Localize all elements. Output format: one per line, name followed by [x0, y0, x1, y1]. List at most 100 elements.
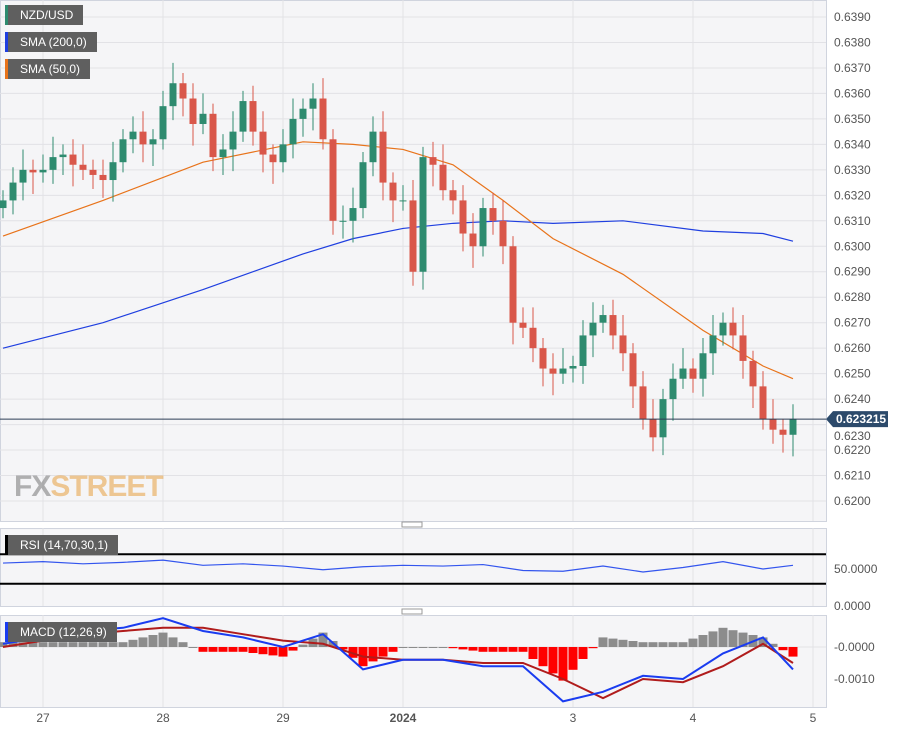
candle-body [579, 335, 587, 366]
x-tick-label: 28 [156, 711, 170, 725]
macd-histogram-bar [708, 631, 718, 647]
macd-histogram-bar [258, 647, 268, 655]
macd-histogram-bar [238, 647, 248, 652]
candle-body [719, 322, 727, 336]
y-tick-label: 0.6370 [834, 61, 871, 75]
candle-body [729, 322, 737, 336]
macd-histogram-bar [278, 647, 288, 657]
candle-body [609, 315, 617, 336]
macd-histogram-bar [128, 639, 138, 647]
candle-body [779, 429, 787, 435]
candle-body [89, 169, 97, 175]
candle-body [629, 353, 637, 387]
y-tick-label: 0.6280 [834, 290, 871, 304]
candle-body [349, 208, 357, 221]
macd-histogram-bar [218, 647, 228, 652]
legend-sma200[interactable]: SMA (200,0) [5, 32, 97, 52]
macd-histogram-bar [208, 647, 218, 652]
y-tick-label: 0.6210 [834, 469, 871, 483]
candle-body [619, 335, 627, 354]
legend-rsi[interactable]: RSI (14,70,30,1) [5, 535, 119, 555]
candle-body [329, 139, 337, 221]
macd-histogram-bar [688, 638, 698, 647]
macd-histogram-bar [628, 641, 638, 647]
y-tick-label: 0.6220 [834, 443, 871, 457]
macd-histogram-bar [248, 647, 258, 653]
rsi-tick-label: 0.0000 [834, 599, 871, 613]
legend-macd[interactable]: MACD (12,26,9) [5, 622, 117, 642]
candle-body [589, 322, 597, 336]
y-tick-label: 0.6380 [834, 35, 871, 49]
macd-histogram-bar [298, 644, 308, 647]
macd-histogram-bar [668, 642, 678, 647]
candle-body [379, 131, 387, 183]
macd-histogram-bar [738, 632, 748, 647]
macd-histogram-bar [448, 647, 458, 649]
candle-body [539, 348, 547, 369]
legend-pair[interactable]: NZD/USD [5, 5, 84, 25]
candle-body [369, 131, 377, 163]
macd-histogram-bar [178, 642, 188, 647]
candle-body [769, 419, 777, 430]
candle-body [309, 98, 317, 109]
x-tick-label: 5 [810, 711, 817, 725]
macd-histogram-bar [468, 647, 478, 651]
macd-histogram-bar [88, 642, 98, 647]
candle-body [709, 335, 717, 354]
logo-street: STREET [50, 470, 163, 503]
candle-body [159, 106, 167, 140]
x-tick-label: 3 [570, 711, 577, 725]
macd-histogram-bar [458, 647, 468, 650]
macd-histogram-bar [588, 647, 598, 649]
candle-body [639, 386, 647, 420]
macd-histogram-bar [158, 632, 168, 647]
macd-histogram-bar [168, 637, 178, 647]
candle-body [509, 246, 517, 323]
y-tick-label: 0.6340 [834, 137, 871, 151]
macd-histogram-bar [338, 647, 348, 650]
candle-body [789, 419, 797, 435]
macd-histogram-bar [658, 642, 668, 647]
candle-body [299, 108, 307, 119]
candle-body [399, 200, 407, 202]
macd-histogram-bar [198, 647, 208, 652]
candle-body [219, 149, 227, 158]
y-tick-label: 0.6200 [834, 494, 871, 508]
candle-body [109, 162, 117, 181]
candle-body [569, 365, 577, 369]
macd-histogram-bar [108, 642, 118, 647]
macd-histogram-bar [368, 647, 378, 662]
macd-histogram-bar [618, 639, 628, 647]
macd-histogram-bar [508, 647, 518, 652]
candle-body [9, 182, 17, 201]
macd-histogram-bar [698, 635, 708, 647]
macd-histogram-bar [288, 647, 298, 651]
candle-body [319, 98, 327, 140]
candle-body [739, 335, 747, 361]
candle-body [559, 368, 567, 374]
y-tick-label: 0.6310 [834, 214, 871, 228]
macd-histogram-bar [758, 637, 768, 647]
macd-histogram-bar [388, 647, 398, 652]
y-tick-label: 0.6230 [834, 429, 871, 443]
candle-body [699, 353, 707, 379]
x-tick-label: 29 [276, 711, 290, 725]
macd-histogram-bar [148, 635, 158, 647]
candle-body [679, 368, 687, 379]
macd-histogram-bar [578, 647, 588, 659]
legend-sma50[interactable]: SMA (50,0) [5, 59, 91, 79]
macd-histogram-bar [498, 647, 508, 652]
candle-body [419, 157, 427, 272]
candle-body [169, 83, 177, 107]
y-tick-label: 0.6390 [834, 10, 871, 24]
candle-body [359, 162, 367, 209]
candle-body [649, 419, 657, 438]
candle-body [439, 164, 447, 191]
macd-histogram-bar [478, 647, 488, 652]
x-tick-label: 2024 [390, 711, 417, 725]
macd-histogram-bar [28, 642, 38, 647]
y-tick-label: 0.6320 [834, 188, 871, 202]
macd-histogram-bar [718, 627, 728, 647]
y-tick-label: 0.6360 [834, 86, 871, 100]
y-tick-label: 0.6290 [834, 265, 871, 279]
